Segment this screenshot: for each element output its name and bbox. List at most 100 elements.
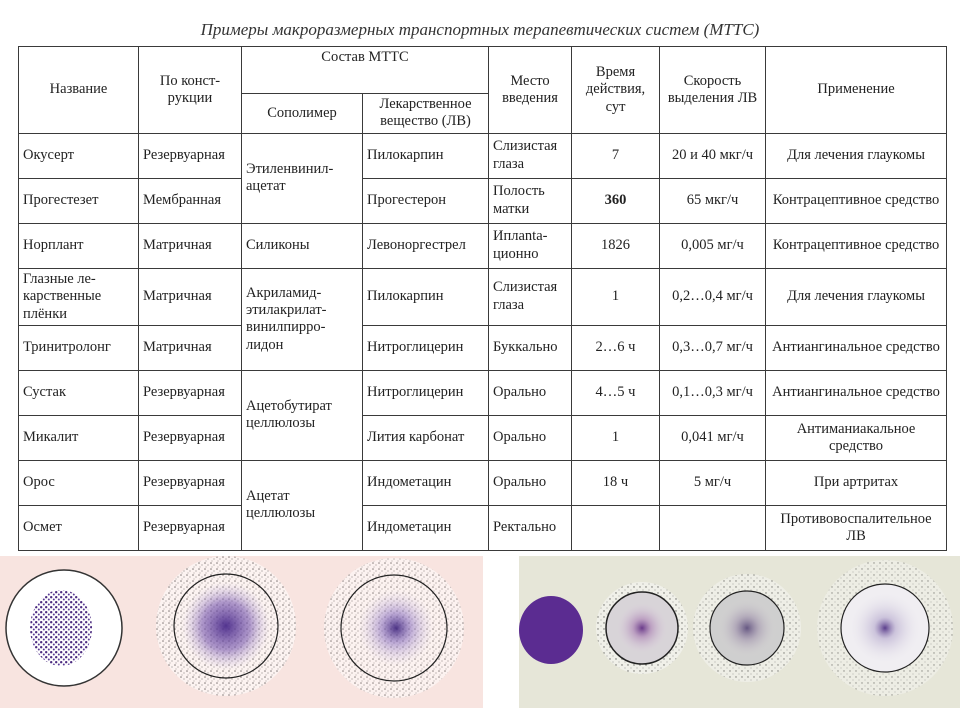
cell-name: Тринитролонг	[18, 324, 139, 371]
cell-drug: Пилокарпин	[361, 132, 490, 179]
cell-name: Осмет	[18, 504, 139, 551]
cell-rate: 0,041 мг/ч	[659, 414, 767, 461]
cell-application: Контрацептивное средство	[765, 222, 948, 269]
cell-drug: Пилокарпин	[361, 267, 490, 326]
r-disc-2-core	[616, 602, 668, 654]
cell-rate: 20 и 40 мкг/ч	[659, 132, 767, 179]
cell-name: Орос	[18, 459, 139, 506]
cell-application: При артритах	[765, 459, 948, 506]
cell-copolymer: Ацетобутират целлюлозы	[241, 369, 363, 461]
cell-application: Для лечения глаукомы	[765, 267, 948, 326]
cell-name: Прогестезет	[18, 177, 139, 224]
table-row: Орос Резервуарная Ацетат целлюлозы Индом…	[18, 459, 948, 551]
cell-drug: Прогестерон	[361, 177, 490, 224]
cell-site: Ректально	[488, 504, 573, 551]
header-composition: Состав МТТС	[240, 46, 490, 94]
release-illustration-right	[519, 556, 960, 708]
cell-rate: 5 мг/ч	[659, 459, 767, 506]
cell-rate: 0,3…0,7 мг/ч	[659, 324, 767, 371]
cell-application: Антиангинальное средство	[765, 324, 948, 371]
cell-site: Иплanta-ционно	[488, 222, 573, 269]
disc-2-ring	[173, 573, 279, 679]
cell-rate: 0,005 мг/ч	[659, 222, 767, 269]
release-illustration-left	[0, 556, 483, 708]
cell-site: Слизистая глаза	[488, 132, 573, 179]
cell-rate: 0,2…0,4 мг/ч	[659, 267, 767, 326]
table-row: Тринитролонг Матричная Нитроглицерин Бук…	[18, 324, 948, 371]
cell-construction: Резервуарная	[138, 459, 242, 506]
header-release-rate: Скорость выделения ЛВ	[659, 46, 767, 134]
cell-duration: 7	[571, 132, 661, 179]
cell-duration: 4…5 ч	[571, 369, 661, 416]
cell-drug: Индометацин	[361, 504, 490, 551]
cell-duration: 1826	[571, 222, 661, 269]
cell-duration: 18 ч	[571, 459, 661, 506]
cell-application: Противовоспалительное ЛВ	[765, 504, 948, 551]
cell-site: Полость матки	[488, 177, 573, 224]
cell-duration	[571, 504, 661, 551]
cell-construction: Матричная	[138, 222, 242, 269]
cell-duration: 2…6 ч	[571, 324, 661, 371]
header-drug: Лекарственное вещество (ЛВ)	[361, 93, 490, 134]
cell-construction: Резервуарная	[138, 369, 242, 416]
mtts-table: Название По конст- рукции Состав МТТС Ме…	[18, 46, 948, 551]
cell-rate: 65 мкг/ч	[659, 177, 767, 224]
cell-application: Для лечения глаукомы	[765, 132, 948, 179]
cell-application: Контрацептивное средство	[765, 177, 948, 224]
cell-duration: 1	[571, 267, 661, 326]
table-row: Прогестезет Мембранная Прогестерон Полос…	[18, 177, 948, 224]
header-duration: Время действия, сут	[571, 46, 661, 134]
table-row: Микалит Резервуарная Лития карбонат Орал…	[18, 414, 948, 461]
r-disc-3-core	[717, 598, 777, 658]
cell-name: Окусерт	[18, 132, 139, 179]
cell-drug: Индометацин	[361, 459, 490, 506]
cell-rate	[659, 504, 767, 551]
cell-site: Буккально	[488, 324, 573, 371]
table-row: Сустак Резервуарная Ацетобутират целлюло…	[18, 369, 948, 461]
table-row: Норплант Матричная Силиконы Левоноргестр…	[18, 222, 948, 269]
disc-1-core	[30, 590, 92, 666]
diffusion-discs-svg-right	[519, 560, 953, 696]
cell-copolymer: Ацетат целлюлозы	[241, 459, 363, 551]
cell-rate: 0,1…0,3 мг/ч	[659, 369, 767, 416]
cell-drug: Лития карбонат	[361, 414, 490, 461]
header-application: Применение	[765, 46, 948, 134]
cell-construction: Резервуарная	[138, 414, 242, 461]
cell-site: Орально	[488, 369, 573, 416]
cell-copolymer: Силиконы	[241, 222, 363, 269]
header-site: Место введения	[488, 46, 573, 134]
cell-construction: Резервуарная	[138, 504, 242, 551]
cell-drug: Нитроглицерин	[361, 324, 490, 371]
cell-construction: Мембранная	[138, 177, 242, 224]
page-title: Примеры макроразмерных транспортных тера…	[200, 20, 760, 39]
cell-copolymer: Акриламид-этилакрилат-винилпирро-лидон	[241, 267, 363, 371]
cell-application: Антиманиакальное средство	[765, 414, 948, 461]
cell-duration: 360	[571, 177, 661, 224]
disc-3-core	[358, 590, 434, 666]
cell-site: Орально	[488, 414, 573, 461]
disc-3-ring	[340, 574, 448, 682]
cell-name: Микалит	[18, 414, 139, 461]
cell-duration: 1	[571, 414, 661, 461]
cell-drug: Левоноргестрел	[361, 222, 490, 269]
cell-construction: Резервуарная	[138, 132, 242, 179]
cell-application: Антиангинальное средство	[765, 369, 948, 416]
cell-name: Глазные ле-карственные плёнки	[18, 267, 139, 326]
cell-name: Сустак	[18, 369, 139, 416]
diffusion-discs-svg	[5, 556, 464, 698]
cell-construction: Матричная	[138, 324, 242, 371]
solid-drug-disc	[519, 596, 583, 664]
cell-site: Слизистая глаза	[488, 267, 573, 326]
cell-construction: Матричная	[138, 267, 242, 326]
r-disc-4-core	[849, 592, 921, 664]
header-construction: По конст- рукции	[138, 46, 242, 134]
header-name: Название	[18, 46, 139, 134]
table-row: Осмет Резервуарная Индометацин Ректально…	[18, 504, 948, 551]
cell-name: Норплант	[18, 222, 139, 269]
table-row: Глазные ле-карственные плёнки Матричная …	[18, 267, 948, 371]
table-row: Окусерт Резервуарная Этиленвинил-ацетат …	[18, 132, 948, 224]
disc-2-core	[182, 582, 270, 670]
header-copolymer: Сополимер	[241, 93, 363, 134]
cell-drug: Нитроглицерин	[361, 369, 490, 416]
cell-copolymer: Этиленвинил-ацетат	[241, 132, 363, 224]
